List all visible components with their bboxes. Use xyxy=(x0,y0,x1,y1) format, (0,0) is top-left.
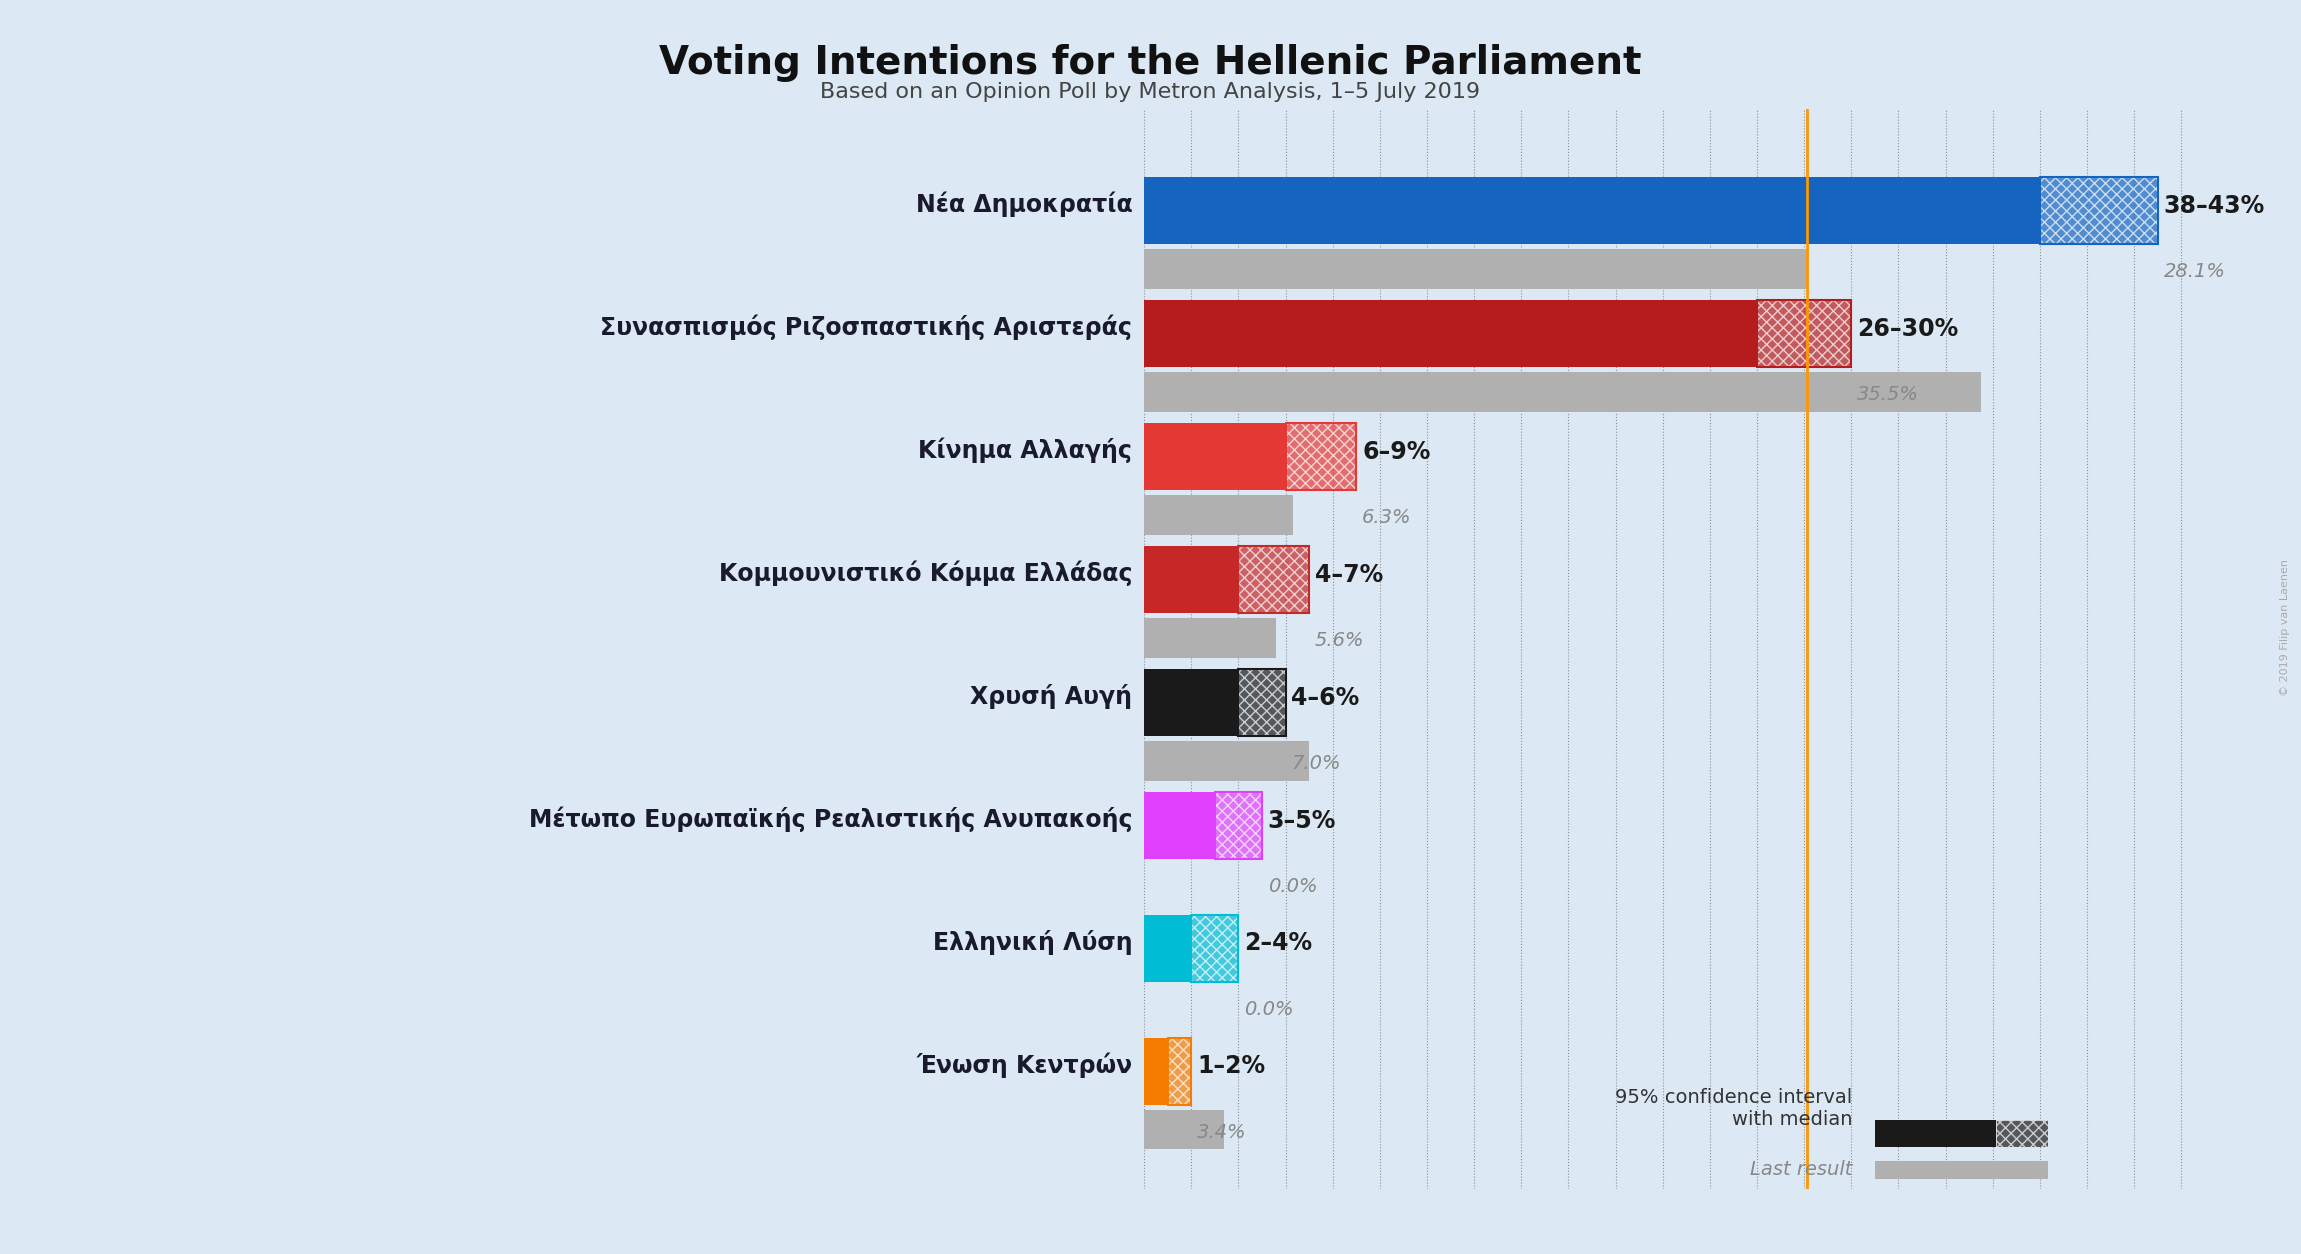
Text: 3.4%: 3.4% xyxy=(1197,1122,1247,1142)
Bar xyxy=(1144,1037,1167,1105)
Bar xyxy=(1238,545,1309,613)
Text: Ένωση Κεντρών: Ένωση Κεντρών xyxy=(916,1052,1132,1078)
Text: Ελληνική Λύση: Ελληνική Λύση xyxy=(932,929,1132,954)
Text: 38–43%: 38–43% xyxy=(2163,193,2264,218)
Bar xyxy=(1238,545,1309,613)
Bar xyxy=(1144,668,1238,736)
Text: 95% confidence interval
with median: 95% confidence interval with median xyxy=(1615,1088,1852,1129)
Bar xyxy=(1144,250,1806,288)
Text: Nέα Δημοκρατία: Nέα Δημοκρατία xyxy=(916,192,1132,217)
Bar xyxy=(2041,177,2158,245)
Text: Χρυσή Αυγή: Χρυσή Αυγή xyxy=(971,683,1132,709)
Text: 0.0%: 0.0% xyxy=(1268,877,1318,895)
Text: Voting Intentions for the Hellenic Parliament: Voting Intentions for the Hellenic Parli… xyxy=(660,44,1641,82)
Bar xyxy=(1192,914,1238,982)
Text: 6.3%: 6.3% xyxy=(1362,508,1411,527)
Text: 2–4%: 2–4% xyxy=(1245,932,1312,956)
Text: 4–6%: 4–6% xyxy=(1291,686,1360,710)
Text: 1–2%: 1–2% xyxy=(1197,1055,1266,1078)
Bar xyxy=(1286,423,1355,490)
Bar xyxy=(1167,1037,1192,1105)
Text: Συνασπισμός Ριζοσπαστικής Αριστεράς: Συνασπισμός Ριζοσπαστικής Αριστεράς xyxy=(601,315,1132,340)
Bar xyxy=(1995,1120,2048,1147)
Bar xyxy=(1144,545,1238,613)
Bar xyxy=(1758,300,1852,367)
Text: 35.5%: 35.5% xyxy=(1857,385,1919,404)
Text: 6–9%: 6–9% xyxy=(1362,440,1431,464)
Bar xyxy=(1144,300,1758,367)
Bar xyxy=(1144,423,1286,490)
Text: © 2019 Filip van Laenen: © 2019 Filip van Laenen xyxy=(2280,558,2289,696)
Bar xyxy=(1238,668,1286,736)
Bar xyxy=(1144,914,1192,982)
Bar xyxy=(1286,423,1355,490)
Bar xyxy=(1144,1110,1224,1150)
Bar xyxy=(1144,741,1309,780)
Bar xyxy=(1144,791,1215,859)
Bar xyxy=(1144,618,1277,657)
Text: Μέτωπο Ευρωπαϊκής Ρεαλιστικής Ανυπακοής: Μέτωπο Ευρωπαϊκής Ρεαλιστικής Ανυπακοής xyxy=(529,806,1132,831)
Text: Last result: Last result xyxy=(1751,1160,1852,1180)
Text: Based on an Opinion Poll by Metron Analysis, 1–5 July 2019: Based on an Opinion Poll by Metron Analy… xyxy=(821,82,1480,102)
Text: Κίνημα Αλλαγής: Κίνημα Αλλαγής xyxy=(918,438,1132,463)
Bar xyxy=(1192,914,1238,982)
Bar xyxy=(1144,372,1981,411)
Bar xyxy=(1758,300,1852,367)
Bar xyxy=(1238,668,1286,736)
Bar xyxy=(1144,495,1293,534)
Bar xyxy=(1875,1120,1995,1147)
Text: 7.0%: 7.0% xyxy=(1291,754,1341,772)
Text: 28.1%: 28.1% xyxy=(2163,262,2225,281)
Text: 26–30%: 26–30% xyxy=(1857,316,1958,341)
Text: 3–5%: 3–5% xyxy=(1268,809,1337,833)
Bar xyxy=(2041,177,2158,245)
Bar xyxy=(1144,177,2041,245)
Text: 0.0%: 0.0% xyxy=(1245,999,1293,1018)
Text: 4–7%: 4–7% xyxy=(1314,563,1383,587)
Bar xyxy=(1215,791,1261,859)
Text: Κομμουνιστικό Κόμμα Ελλάδας: Κομμουνιστικό Κόμμα Ελλάδας xyxy=(718,561,1132,586)
Bar xyxy=(1167,1037,1192,1105)
Bar xyxy=(1215,791,1261,859)
Text: 5.6%: 5.6% xyxy=(1314,631,1364,650)
